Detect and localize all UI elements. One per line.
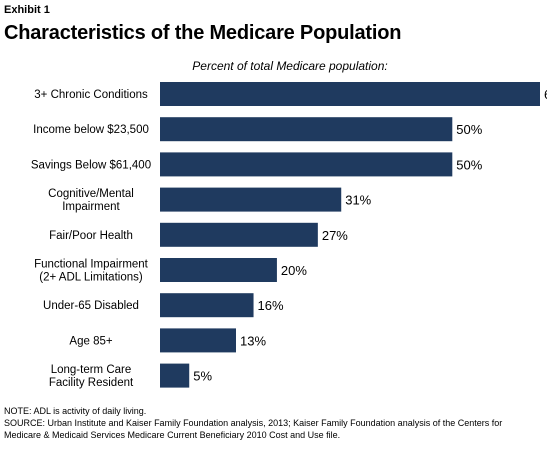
bar-value-label: 65% (544, 87, 547, 102)
bar-value-label: 13% (240, 333, 266, 348)
category-label-line: Functional Impairment (34, 259, 149, 271)
category-label: Age 85+ (69, 335, 112, 347)
bar (160, 222, 318, 247)
category-label: 3+ Chronic Conditions (34, 89, 148, 101)
category-label: Under-65 Disabled (43, 300, 139, 312)
note-text: NOTE: ADL is activity of daily living. (4, 406, 147, 416)
category-label-line: Impairment (62, 201, 120, 213)
category-label-line: Savings Below $61,400 (31, 159, 151, 171)
category-label: Fair/Poor Health (49, 230, 133, 242)
category-label-line: Under-65 Disabled (43, 300, 139, 312)
bar (160, 258, 277, 282)
category-label-line: Income below $23,500 (33, 124, 149, 136)
category-label-line: (2+ ADL Limitations) (39, 272, 143, 284)
category-label: Long-term Care Facility Resident (49, 364, 134, 389)
source-text-line-1: SOURCE: Urban Institute and Kaiser Famil… (4, 418, 503, 428)
bar-value-label: 20% (281, 263, 307, 278)
category-label-line: Age 85+ (69, 335, 112, 347)
chart-notes: NOTE: ADL is activity of daily living. S… (4, 405, 544, 441)
exhibit-label: Exhibit 1 (4, 4, 50, 16)
category-label-line: Facility Resident (49, 377, 134, 389)
category-label: Cognitive/Mental Impairment (48, 188, 134, 213)
bar-value-label: 50% (456, 122, 482, 137)
bar-value-label: 50% (456, 157, 482, 172)
category-label-line: Fair/Poor Health (49, 230, 133, 242)
bar-value-label: 5% (193, 369, 212, 384)
chart-title: Characteristics of the Medicare Populati… (4, 22, 402, 44)
category-label: Functional Impairment (2+ ADL Limitations… (34, 259, 149, 284)
category-label: Savings Below $61,400 (31, 159, 151, 171)
bar (160, 187, 342, 212)
category-label-line: 3+ Chronic Conditions (34, 89, 148, 101)
category-label-line: Cognitive/Mental (48, 188, 134, 200)
bar (160, 293, 254, 318)
category-label-line: Long-term Care (51, 364, 132, 376)
bar-chart: 65% 3+ Chronic Conditions 50% Income below … (31, 82, 547, 389)
bar (160, 152, 453, 177)
bar (160, 363, 190, 388)
bar (160, 117, 453, 142)
bar (160, 82, 540, 106)
bar-value-label: 27% (322, 228, 348, 243)
source-text-line-2: Medicare & Medicaid Services Medicare Cu… (4, 430, 341, 440)
bar (160, 328, 236, 353)
bar-value-label: 16% (258, 298, 284, 313)
bar-value-label: 31% (345, 193, 371, 208)
category-label: Income below $23,500 (33, 124, 149, 136)
chart-subtitle: Percent of total Medicare population: (192, 59, 388, 73)
